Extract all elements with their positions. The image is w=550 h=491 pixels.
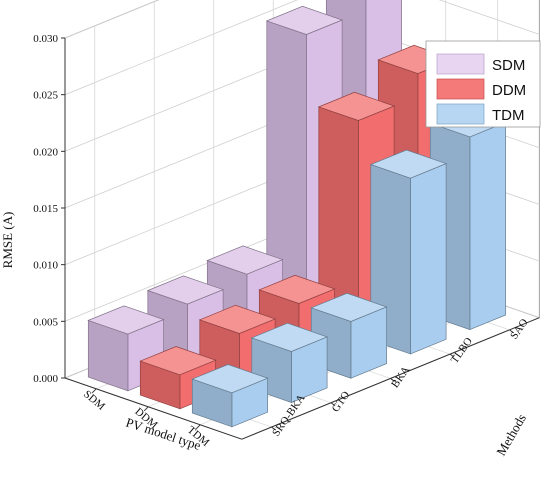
x-tick-mark bbox=[143, 406, 149, 412]
legend: SDM DDM TDM bbox=[425, 40, 541, 128]
legend-swatch-sdm bbox=[436, 53, 485, 75]
bar-top-face bbox=[198, 304, 277, 334]
bar-top-face bbox=[250, 322, 329, 352]
bars bbox=[87, 0, 507, 428]
y-tick-mark bbox=[330, 402, 336, 407]
bar-front-face bbox=[410, 163, 447, 355]
bar-top-face bbox=[146, 275, 225, 305]
bar-top-face bbox=[191, 364, 269, 394]
bar-top-face bbox=[369, 149, 448, 179]
y-axis-title: Methods bbox=[493, 411, 529, 458]
z-tick-label: 0.000 bbox=[33, 373, 58, 385]
legend-label-sdm: SDM bbox=[492, 57, 525, 74]
y-tick-mark bbox=[271, 426, 276, 431]
y-tick-mark bbox=[509, 329, 514, 334]
legend-swatch-tdm bbox=[436, 103, 485, 125]
bar-top-face bbox=[317, 91, 396, 121]
bar-top-face bbox=[310, 292, 388, 322]
axes bbox=[61, 37, 540, 440]
bar-front-face bbox=[469, 121, 506, 331]
y-tick-mark bbox=[390, 378, 395, 382]
y-tick-mark bbox=[449, 353, 455, 358]
bar-sdm-srq-bka bbox=[87, 305, 165, 392]
bar-top-face bbox=[87, 305, 165, 335]
legend-label-tdm: TDM bbox=[492, 107, 525, 124]
z-tick-label: 0.030 bbox=[33, 33, 58, 45]
bar-tdm-srq-bka bbox=[191, 364, 269, 428]
x-tick-label: SDM bbox=[81, 388, 107, 413]
z-tick-label: 0.015 bbox=[33, 203, 58, 215]
z-axis-title: RMSE (A) bbox=[0, 212, 15, 269]
z-grid-line bbox=[64, 0, 540, 96]
bar-top-face bbox=[206, 245, 284, 275]
z-tick-label: 0.025 bbox=[33, 90, 58, 102]
x-tick-mark bbox=[195, 424, 201, 430]
bar-tdm-bka bbox=[310, 292, 388, 379]
bar-top-face bbox=[258, 274, 336, 304]
legend-label-ddm: DDM bbox=[492, 82, 526, 99]
bar-top-face bbox=[139, 346, 217, 376]
x-axis-line bbox=[64, 377, 242, 440]
z-tick-label: 0.020 bbox=[33, 146, 58, 158]
z-tick-label: 0.005 bbox=[33, 316, 58, 328]
bar-top-face bbox=[265, 5, 344, 35]
z-tick-label: 0.010 bbox=[33, 260, 58, 272]
x-tick-mark bbox=[91, 388, 97, 394]
legend-swatch-ddm bbox=[436, 78, 485, 100]
